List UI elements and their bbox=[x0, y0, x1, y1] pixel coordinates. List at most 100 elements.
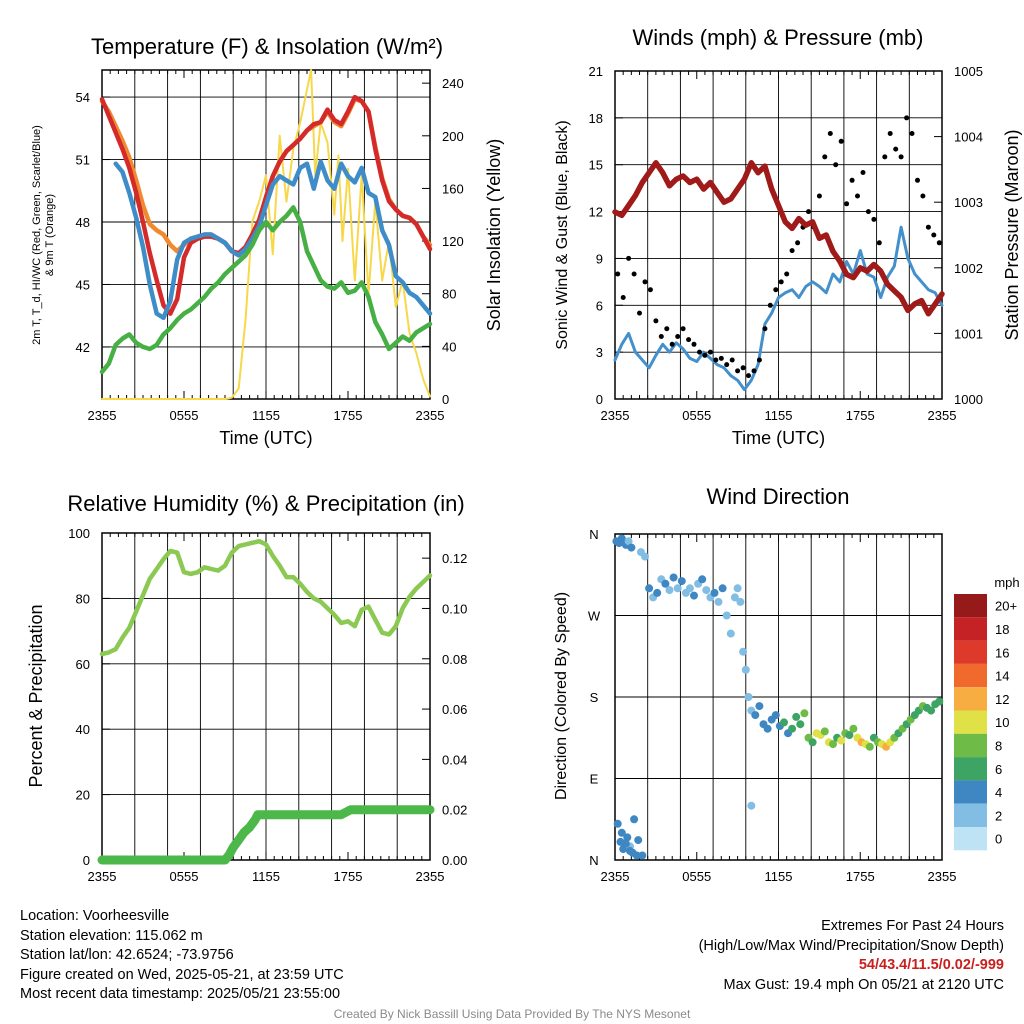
created-text: Figure created on Wed, 2025-05-21, at 23… bbox=[20, 966, 344, 983]
y2-tick-label: 0.06 bbox=[442, 702, 467, 717]
direction-point bbox=[627, 543, 636, 552]
direction-point bbox=[624, 537, 633, 546]
direction-point bbox=[792, 712, 801, 721]
y2-axis-label: Station Pressure (Maroon) bbox=[1002, 129, 1022, 340]
gust-point bbox=[795, 240, 801, 246]
x-axis-label: Time (UTC) bbox=[732, 428, 825, 448]
y-tick-label: 42 bbox=[76, 340, 90, 355]
elevation-text: Station elevation: 115.062 m bbox=[20, 927, 203, 944]
direction-point bbox=[677, 577, 686, 586]
direction-point bbox=[751, 711, 760, 720]
direction-point bbox=[730, 593, 739, 602]
gust-point bbox=[707, 349, 713, 355]
direction-point bbox=[771, 711, 780, 720]
humidity-panel: Relative Humidity (%) & Precipitation (i… bbox=[26, 491, 467, 884]
chart-title: Relative Humidity (%) & Precipitation (i… bbox=[67, 491, 464, 516]
x-tick-label: 1755 bbox=[846, 869, 875, 884]
y2-tick-label: 240 bbox=[442, 76, 464, 91]
gust-point bbox=[735, 368, 741, 374]
x-tick-label: 0555 bbox=[170, 408, 199, 423]
pressure-line bbox=[612, 160, 945, 317]
direction-point bbox=[829, 740, 837, 749]
chart-title: Temperature (F) & Insolation (W/m²) bbox=[91, 34, 443, 59]
gust-point bbox=[615, 271, 621, 277]
x-tick-label: 2355 bbox=[928, 408, 957, 423]
location-text: Location: Voorheesville bbox=[20, 908, 170, 924]
chart-title: Winds (mph) & Pressure (mb) bbox=[633, 25, 924, 50]
direction-point bbox=[722, 611, 731, 620]
direction-point bbox=[673, 584, 682, 593]
direction-point bbox=[621, 839, 630, 848]
direction-point bbox=[669, 573, 678, 582]
x-tick-label: 2355 bbox=[88, 869, 117, 884]
x-tick-label: 2355 bbox=[601, 408, 630, 423]
y-tick-label: 100 bbox=[68, 526, 90, 541]
y-tick-label: 0 bbox=[83, 853, 90, 868]
temperature-series-line bbox=[113, 159, 433, 321]
colorbar-swatch bbox=[954, 733, 987, 758]
gust-point bbox=[724, 362, 730, 368]
gust-point bbox=[876, 240, 882, 246]
y-axis-label: 2m T, T_d, HI/WC (Red, Green, Scarlet/Bl… bbox=[31, 125, 43, 345]
direction-point bbox=[617, 828, 626, 837]
direction-point bbox=[698, 575, 707, 584]
y2-tick-label: 1000 bbox=[954, 392, 983, 407]
gust-point bbox=[784, 271, 790, 277]
gust-point bbox=[691, 341, 697, 347]
direction-point bbox=[630, 815, 639, 824]
y2-tick-label: 0.00 bbox=[442, 853, 467, 868]
meteogram-figure: Temperature (F) & Insolation (W/m²)2355 0… bbox=[26, 25, 1022, 884]
gust-point bbox=[746, 373, 751, 379]
direction-point bbox=[865, 742, 874, 751]
direction-point bbox=[665, 586, 674, 595]
gust-point bbox=[816, 193, 822, 199]
gust-point bbox=[637, 310, 642, 316]
x-tick-label: 0555 bbox=[682, 869, 711, 884]
colorbar-swatch bbox=[954, 617, 987, 641]
gust-point bbox=[860, 170, 866, 175]
x-tick-label: 2355 bbox=[88, 408, 117, 423]
chart-title: Wind Direction bbox=[706, 484, 849, 509]
temperature-panel: Temperature (F) & Insolation (W/m²) 2355 0… bbox=[31, 34, 504, 448]
y2-tick-label: 40 bbox=[442, 339, 456, 354]
colorbar-tick-label: 8 bbox=[995, 738, 1002, 753]
y2-tick-label: 1005 bbox=[954, 64, 983, 79]
temperature-series-line bbox=[99, 205, 433, 375]
x-axis-label: Time (UTC) bbox=[219, 428, 312, 448]
y-tick-label: 54 bbox=[76, 90, 90, 105]
direction-point bbox=[744, 693, 753, 701]
colorbar-tick-label: 2 bbox=[995, 808, 1002, 823]
y-tick-label: N bbox=[589, 527, 598, 542]
direction-point bbox=[808, 738, 817, 747]
gust-point bbox=[658, 334, 664, 339]
direction-point bbox=[820, 727, 829, 736]
y-tick-label: 3 bbox=[596, 345, 603, 360]
colorbar-swatch bbox=[954, 687, 987, 711]
y-tick-label: 6 bbox=[596, 298, 603, 313]
extremes-legend: (High/Low/Max Wind/Precipitation/Snow De… bbox=[698, 937, 1004, 954]
gust-point bbox=[849, 177, 855, 183]
x-tick-label: 2355 bbox=[416, 869, 445, 884]
x-tick-label: 2355 bbox=[416, 408, 445, 423]
gust-point bbox=[827, 131, 833, 136]
gust-point bbox=[729, 357, 735, 363]
credit-text: Created By Nick Bassill Using Data Provi… bbox=[333, 1007, 691, 1021]
y2-tick-label: 0.08 bbox=[442, 652, 467, 667]
direction-point bbox=[780, 718, 788, 727]
insolation-line bbox=[101, 69, 431, 400]
gust-point bbox=[756, 357, 762, 363]
y2-tick-label: 160 bbox=[442, 181, 464, 196]
gust-point bbox=[653, 318, 659, 324]
direction-point bbox=[935, 697, 944, 706]
y2-tick-label: 0.02 bbox=[442, 803, 467, 818]
extremes-info: Extremes For Past 24 Hours (High/Low/Max… bbox=[699, 917, 1004, 995]
gust-point bbox=[915, 177, 920, 183]
gust-point bbox=[904, 115, 910, 121]
gust-point bbox=[844, 201, 850, 207]
x-tick-label: 1755 bbox=[334, 408, 363, 423]
colorbar-tick-label: 14 bbox=[995, 669, 1009, 684]
gust-point bbox=[740, 365, 746, 371]
direction-point bbox=[849, 724, 858, 733]
y2-tick-label: 200 bbox=[442, 129, 464, 144]
y2-tick-label: 120 bbox=[442, 234, 464, 249]
